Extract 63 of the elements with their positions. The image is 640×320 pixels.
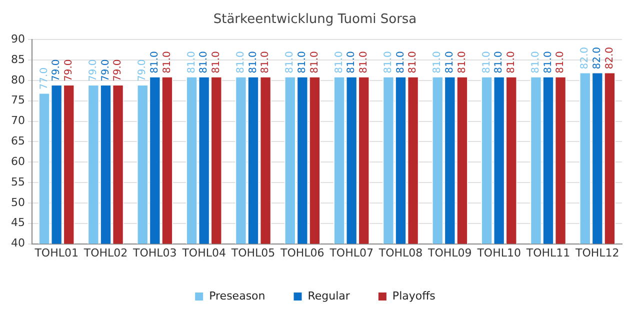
data-label: 81.0 [444, 51, 456, 74]
data-label: 81.0 [432, 51, 444, 74]
data-label: 81.0 [555, 51, 566, 74]
y-tick-label: 60 [10, 154, 25, 168]
data-label: 81.0 [186, 51, 198, 74]
data-label: 79.0 [112, 59, 124, 82]
data-label: 77.0 [38, 67, 50, 90]
data-label: 81.0 [162, 51, 173, 74]
y-tick-label: 75 [10, 94, 25, 107]
data-label: 81.0 [297, 51, 308, 74]
data-label: 79.0 [100, 59, 112, 82]
y-tick-label: 80 [10, 73, 25, 86]
legend-label: Regular [308, 289, 350, 302]
data-label: 82.0 [592, 47, 604, 70]
data-label: 81.0 [284, 51, 296, 74]
x-tick-label: TOHL03 [132, 246, 177, 260]
y-tick-label: 90 [10, 32, 25, 46]
data-label: 81.0 [248, 51, 259, 74]
y-tick-label: 50 [10, 196, 25, 209]
y-tick-label: 70 [10, 114, 25, 128]
data-label: 81.0 [456, 51, 468, 74]
x-tick-label: TOHL08 [378, 246, 423, 260]
data-label: 81.0 [530, 51, 542, 74]
data-label: 81.0 [395, 51, 406, 74]
x-tick-label: TOHL07 [328, 246, 374, 260]
data-label: 82.0 [604, 47, 616, 70]
chart-title: Stärkeentwicklung Tuomi Sorsa [213, 12, 417, 28]
x-tick-label: TOHL02 [82, 246, 128, 260]
data-label: 81.0 [198, 51, 210, 74]
data-label: 81.0 [481, 51, 492, 74]
y-tick-label: 45 [10, 216, 25, 230]
legend-label: Playoffs [392, 289, 436, 302]
data-label: 79.0 [137, 59, 148, 82]
x-tick-label: TOHL11 [525, 246, 570, 260]
data-label: 81.0 [309, 51, 320, 74]
data-label: 81.0 [236, 51, 247, 74]
data-label: 79.0 [51, 59, 62, 82]
data-label: 81.0 [150, 51, 161, 74]
legend-label: Preseason [209, 289, 266, 302]
x-tick-label: TOHL05 [230, 246, 276, 260]
data-label: 81.0 [494, 51, 505, 74]
data-label: 81.0 [408, 51, 419, 74]
data-label: 81.0 [210, 51, 222, 74]
y-tick-label: 65 [10, 134, 25, 148]
data-label: 81.0 [542, 51, 554, 74]
data-label: 79.0 [88, 59, 100, 82]
y-tick-label: 85 [10, 52, 25, 66]
x-tick-label: TOHL09 [427, 246, 472, 260]
y-tick-label: 40 [10, 236, 25, 250]
x-tick-label: TOHL04 [181, 246, 226, 260]
data-label: 81.0 [334, 51, 345, 74]
data-label: 81.0 [346, 51, 358, 74]
y-tick-label: 55 [10, 175, 25, 188]
data-label: 82.0 [580, 47, 591, 70]
data-label: 81.0 [358, 51, 370, 74]
data-label: 81.0 [260, 51, 272, 74]
x-tick-label: TOHL10 [476, 246, 521, 260]
x-tick-label: TOHL12 [574, 246, 620, 260]
data-label: 79.0 [63, 59, 74, 82]
x-tick-label: TOHL01 [34, 246, 78, 260]
data-label: 81.0 [383, 51, 394, 74]
x-tick-label: TOHL06 [280, 246, 324, 260]
data-label: 81.0 [506, 51, 517, 74]
